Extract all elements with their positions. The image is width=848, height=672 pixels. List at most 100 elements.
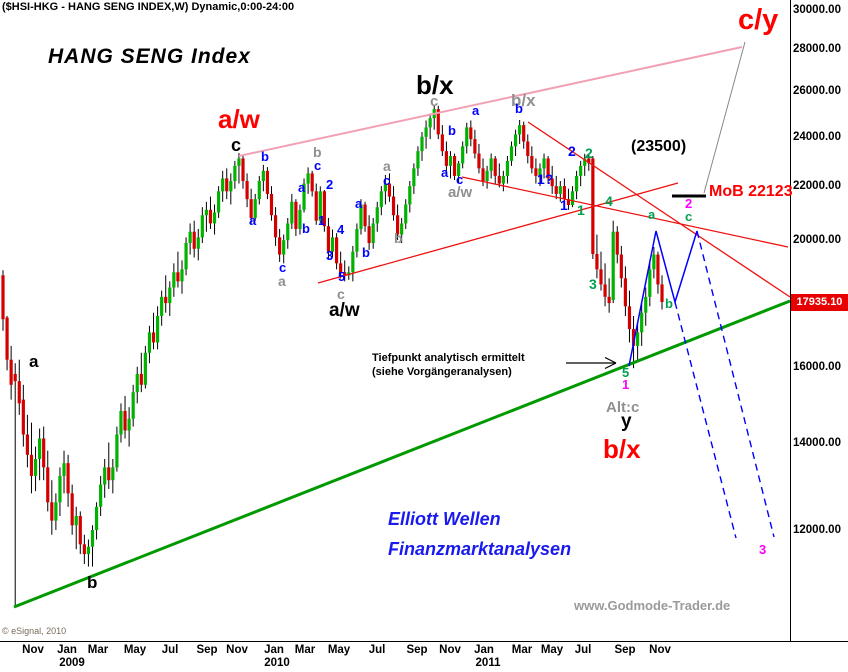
x-tick-month-15: May: [540, 644, 564, 656]
candle-body-28: [115, 434, 119, 468]
note-arrow-head-bottom: [604, 362, 617, 370]
candle-body-69: [282, 240, 286, 255]
candle-body-3: [13, 373, 17, 382]
candle-body-124: [505, 160, 510, 176]
candle-body-36: [147, 332, 152, 353]
point-a-black: a: [29, 352, 39, 371]
point-b-blue-2: b: [302, 221, 310, 236]
candle-body-148: [603, 284, 607, 297]
point-a-blue-4: a: [441, 165, 449, 180]
point-c-gray-1: c: [430, 93, 439, 110]
candle-body-87: [355, 228, 359, 252]
y-tick-24000: 24000.00: [793, 130, 841, 143]
blue-projection-down-2: [696, 230, 775, 538]
candle-body-4: [17, 381, 21, 404]
count-1-green: 1: [577, 202, 585, 218]
candle-body-144: [587, 158, 591, 164]
note-arrow-head-top: [604, 356, 617, 364]
candle-body-57: [233, 165, 237, 181]
candle-body-122: [497, 175, 501, 184]
candle-body-128: [522, 125, 526, 142]
note-tiefpunkt: Tiefpunkt analytisch ermittelt (siehe Vo…: [372, 351, 525, 379]
candle-body-21: [86, 546, 91, 555]
wave-bx-black: b/x: [416, 70, 454, 100]
candle-body-40: [164, 296, 168, 304]
candle-body-41: [168, 287, 172, 304]
candle-body-20: [82, 544, 86, 555]
candle-body-38: [155, 315, 160, 343]
x-tick-month-10: Jul: [368, 644, 386, 656]
candle-body-93: [379, 191, 383, 208]
candle-body-65: [265, 170, 270, 194]
candle-body-7: [29, 454, 34, 476]
candle-body-137: [558, 186, 562, 194]
count-5-green: 5: [622, 365, 630, 380]
candle-body-108: [440, 134, 444, 152]
candle-body-17: [70, 493, 74, 526]
candle-body-54: [221, 178, 225, 192]
candle-body-18: [74, 515, 78, 526]
x-axis-line: [0, 641, 848, 642]
point-c-blue-2: c: [279, 260, 287, 275]
y-tick-30000: 30000.00: [793, 4, 841, 17]
point-c-blue-1: c: [314, 158, 322, 173]
candle-body-141: [574, 175, 579, 192]
candle-body-30: [123, 411, 127, 431]
candle-body-71: [290, 201, 294, 224]
candle-body-92: [375, 207, 379, 224]
candle-body-91: [371, 223, 375, 244]
candle-body-34: [139, 373, 143, 385]
count-2-green: 2: [585, 145, 593, 161]
point-a-blue-3: a: [355, 196, 363, 211]
x-tick-year-2010: 2010: [264, 657, 290, 669]
candle-body-66: [269, 193, 274, 216]
count-3-green: 3: [589, 276, 597, 292]
candle-body-73: [298, 209, 302, 229]
x-tick-year-2011: 2011: [475, 657, 501, 669]
candle-body-61: [249, 199, 253, 218]
candle-body-102: [416, 151, 420, 169]
candle-body-16: [66, 463, 70, 494]
last-price-badge: 17935.10: [791, 293, 848, 311]
candle-body-157: [640, 312, 644, 333]
candle-body-162: [660, 284, 664, 303]
candle-body-130: [530, 155, 534, 169]
candle-body-118: [481, 168, 485, 181]
candle-body-95: [387, 183, 392, 197]
candle-body-134: [546, 158, 550, 179]
count-1-magenta: 1: [622, 377, 630, 392]
candle-body-47: [192, 231, 196, 249]
candle-body-13: [54, 502, 58, 521]
candle-body-116: [473, 139, 477, 154]
candle-body-51: [208, 209, 213, 224]
candle-body-97: [395, 215, 400, 235]
point-b-blue-1: b: [261, 149, 269, 164]
candle-body-133: [542, 158, 546, 169]
candle-body-79: [322, 191, 326, 227]
point-a-green: a: [648, 207, 656, 222]
candle-body-25: [103, 467, 107, 485]
point-a-blue-5: a: [472, 103, 480, 118]
candle-body-58: [237, 158, 241, 166]
candle-body-45: [184, 243, 188, 270]
candle-body-75: [306, 173, 310, 184]
candle-body-131: [534, 168, 538, 176]
candle-body-6: [25, 434, 30, 455]
blue-projection-down-1: [674, 301, 737, 539]
candle-body-84: [343, 272, 347, 276]
point-b-blue-4: b: [448, 123, 456, 138]
candle-body-114: [465, 127, 469, 147]
wave-altc-gray: Alt:c: [606, 399, 640, 416]
candle-body-68: [278, 237, 282, 255]
candle-body-89: [363, 204, 367, 227]
point-b-green: b: [665, 296, 673, 311]
candle-body-1: [5, 317, 9, 360]
count-2-magenta: 2: [685, 196, 693, 211]
point-b-blue-5: b: [515, 101, 523, 116]
count-3-blue: 3: [326, 248, 334, 263]
candle-body-46: [188, 231, 192, 244]
candle-body-155: [631, 329, 636, 346]
candle-body-39: [160, 296, 164, 316]
point-c-blue-3: c: [383, 173, 391, 188]
x-tick-month-4: Jul: [161, 644, 179, 656]
